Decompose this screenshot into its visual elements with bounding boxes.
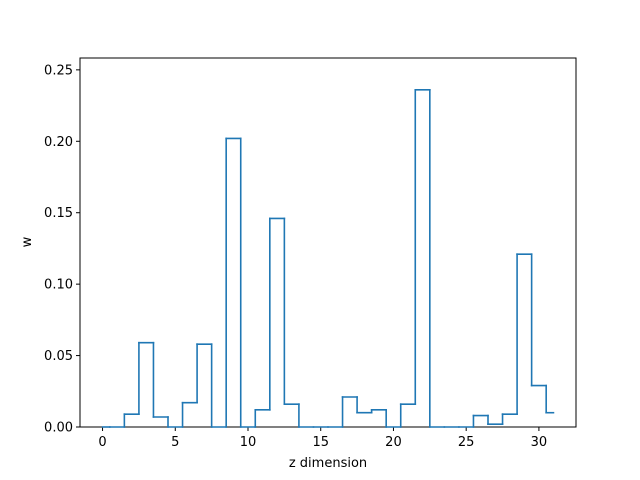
y-axis-ticks: 0.00 0.05 0.10 0.15 0.20 0.25 xyxy=(44,63,80,436)
x-tick-label: 15 xyxy=(312,435,329,450)
y-tick-label: 0.25 xyxy=(44,63,73,78)
y-tick-label: 0.20 xyxy=(44,135,73,150)
plot-frame xyxy=(79,57,577,428)
axes xyxy=(79,57,577,428)
y-tick-label: 0.10 xyxy=(44,278,73,293)
y-tick-label: 0.00 xyxy=(44,421,73,436)
y-axis-label: w xyxy=(20,236,35,247)
y-tick-label: 0.05 xyxy=(44,349,73,364)
x-tick-label: 30 xyxy=(531,435,548,450)
x-tick-label: 25 xyxy=(458,435,475,450)
y-tick-label: 0.15 xyxy=(44,206,73,221)
x-tick-label: 10 xyxy=(240,435,257,450)
x-tick-label: 0 xyxy=(98,435,106,450)
x-axis-label: z dimension xyxy=(289,456,367,471)
x-axis-ticks: 0 5 10 15 20 25 30 xyxy=(98,427,547,450)
x-tick-label: 20 xyxy=(385,435,402,450)
series-layer xyxy=(101,89,555,428)
x-tick-label: 5 xyxy=(171,435,179,450)
